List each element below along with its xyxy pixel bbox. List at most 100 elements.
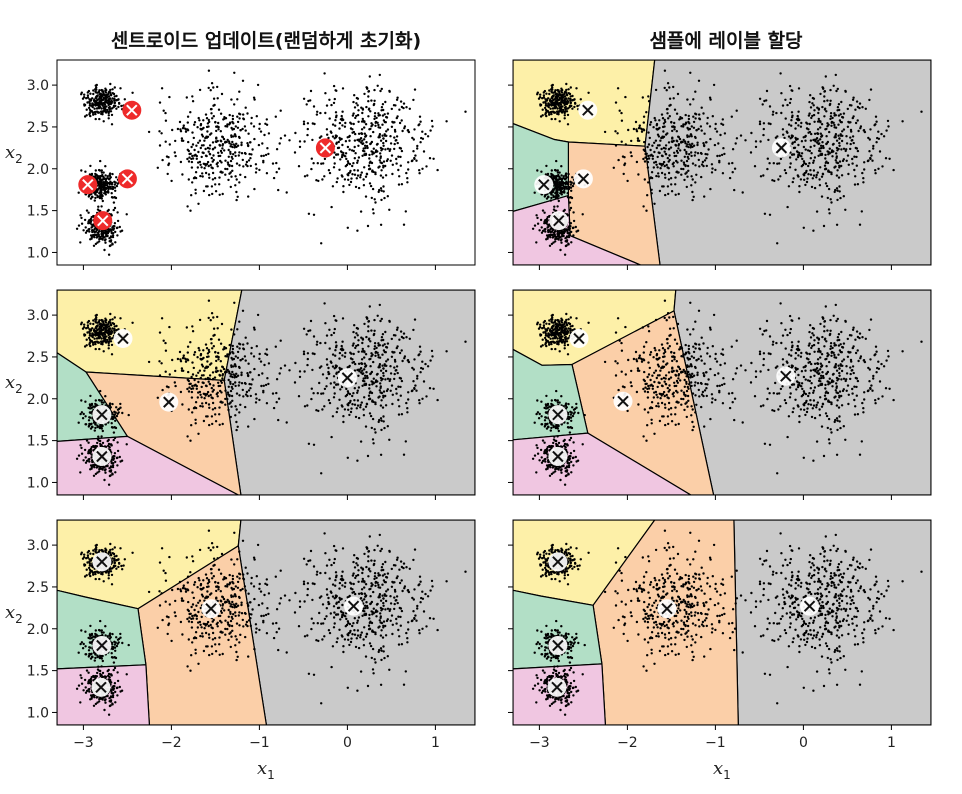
sample-point (370, 196, 373, 200)
sample-point (647, 154, 650, 158)
sample-point (212, 388, 215, 392)
sample-point (649, 148, 652, 152)
sample-point (94, 90, 97, 93)
sample-point (368, 391, 371, 395)
sample-point (193, 353, 196, 356)
sample-point (647, 181, 650, 184)
sample-point (653, 161, 656, 164)
sample-point (250, 116, 253, 120)
sample-point (365, 371, 368, 374)
sample-point (109, 470, 113, 473)
sample-point (662, 135, 666, 138)
sample-point (100, 331, 103, 334)
sample-point (231, 358, 234, 361)
sample-point (375, 155, 378, 158)
sample-point (558, 188, 561, 191)
sample-point (794, 121, 798, 125)
sample-point (188, 382, 191, 386)
sample-point (784, 171, 788, 175)
sample-point (546, 109, 549, 113)
sample-point (338, 398, 341, 401)
sample-point (226, 123, 229, 126)
sample-point (546, 236, 549, 239)
sample-point (337, 140, 340, 144)
sample-point (206, 185, 209, 188)
sample-point (334, 111, 338, 114)
sample-point (400, 349, 403, 352)
sample-point (838, 185, 841, 188)
sample-point (564, 110, 567, 113)
sample-point (96, 471, 99, 474)
sample-point (685, 152, 688, 155)
sample-point (658, 189, 662, 193)
sample-point (98, 425, 101, 428)
sample-point (356, 399, 360, 402)
sample-point (428, 387, 432, 390)
sample-point (201, 402, 204, 405)
sample-point (828, 152, 831, 155)
sample-point (371, 208, 375, 211)
sample-point (110, 192, 113, 195)
sample-point (333, 97, 336, 101)
sample-point (309, 99, 312, 102)
sample-point (827, 187, 831, 191)
sample-point (670, 120, 673, 124)
sample-point (191, 330, 195, 333)
sample-point (208, 153, 212, 156)
sample-point (367, 330, 370, 333)
sample-point (215, 359, 218, 363)
sample-point (94, 320, 97, 323)
sample-point (182, 356, 185, 359)
sample-point (348, 139, 351, 142)
sample-point (89, 344, 92, 348)
sample-point (379, 223, 383, 226)
sample-point (212, 316, 215, 319)
sample-point (89, 219, 93, 223)
sample-point (777, 178, 780, 181)
sample-point (768, 162, 771, 165)
sample-point (201, 357, 204, 361)
sample-point (345, 387, 348, 391)
sample-point (840, 174, 844, 177)
sample-point (92, 445, 96, 449)
sample-point (617, 158, 620, 162)
sample-point (385, 116, 389, 119)
sample-point (856, 149, 860, 153)
sample-point (307, 99, 310, 103)
sample-point (383, 133, 386, 136)
sample-point (652, 126, 655, 129)
sample-point (853, 168, 856, 172)
sample-point (100, 230, 104, 233)
sample-point (569, 183, 572, 186)
sample-point (325, 385, 328, 388)
sample-point (81, 417, 85, 420)
sample-point (823, 164, 827, 167)
sample-point (353, 94, 356, 97)
sample-point (211, 347, 214, 350)
sample-point (370, 370, 374, 374)
sample-point (258, 168, 261, 172)
sample-point (234, 175, 237, 178)
sample-point (385, 360, 388, 363)
sample-point (231, 140, 234, 144)
sample-point (381, 333, 385, 336)
sample-point (357, 144, 360, 147)
sample-point (202, 119, 205, 122)
sample-point (236, 98, 239, 101)
sample-point (340, 385, 344, 389)
sample-point (667, 117, 670, 120)
sample-point (676, 140, 679, 143)
sample-point (379, 146, 383, 150)
sample-point (210, 415, 214, 418)
sample-point (211, 141, 215, 144)
sample-point (218, 423, 221, 426)
sample-point (859, 125, 863, 128)
sample-point (231, 399, 234, 402)
sample-point (115, 94, 118, 98)
sample-point (90, 236, 94, 239)
sample-point (117, 407, 121, 411)
sample-point (184, 130, 188, 133)
sample-point (382, 190, 385, 193)
sample-point (838, 119, 842, 122)
sample-point (673, 128, 676, 131)
